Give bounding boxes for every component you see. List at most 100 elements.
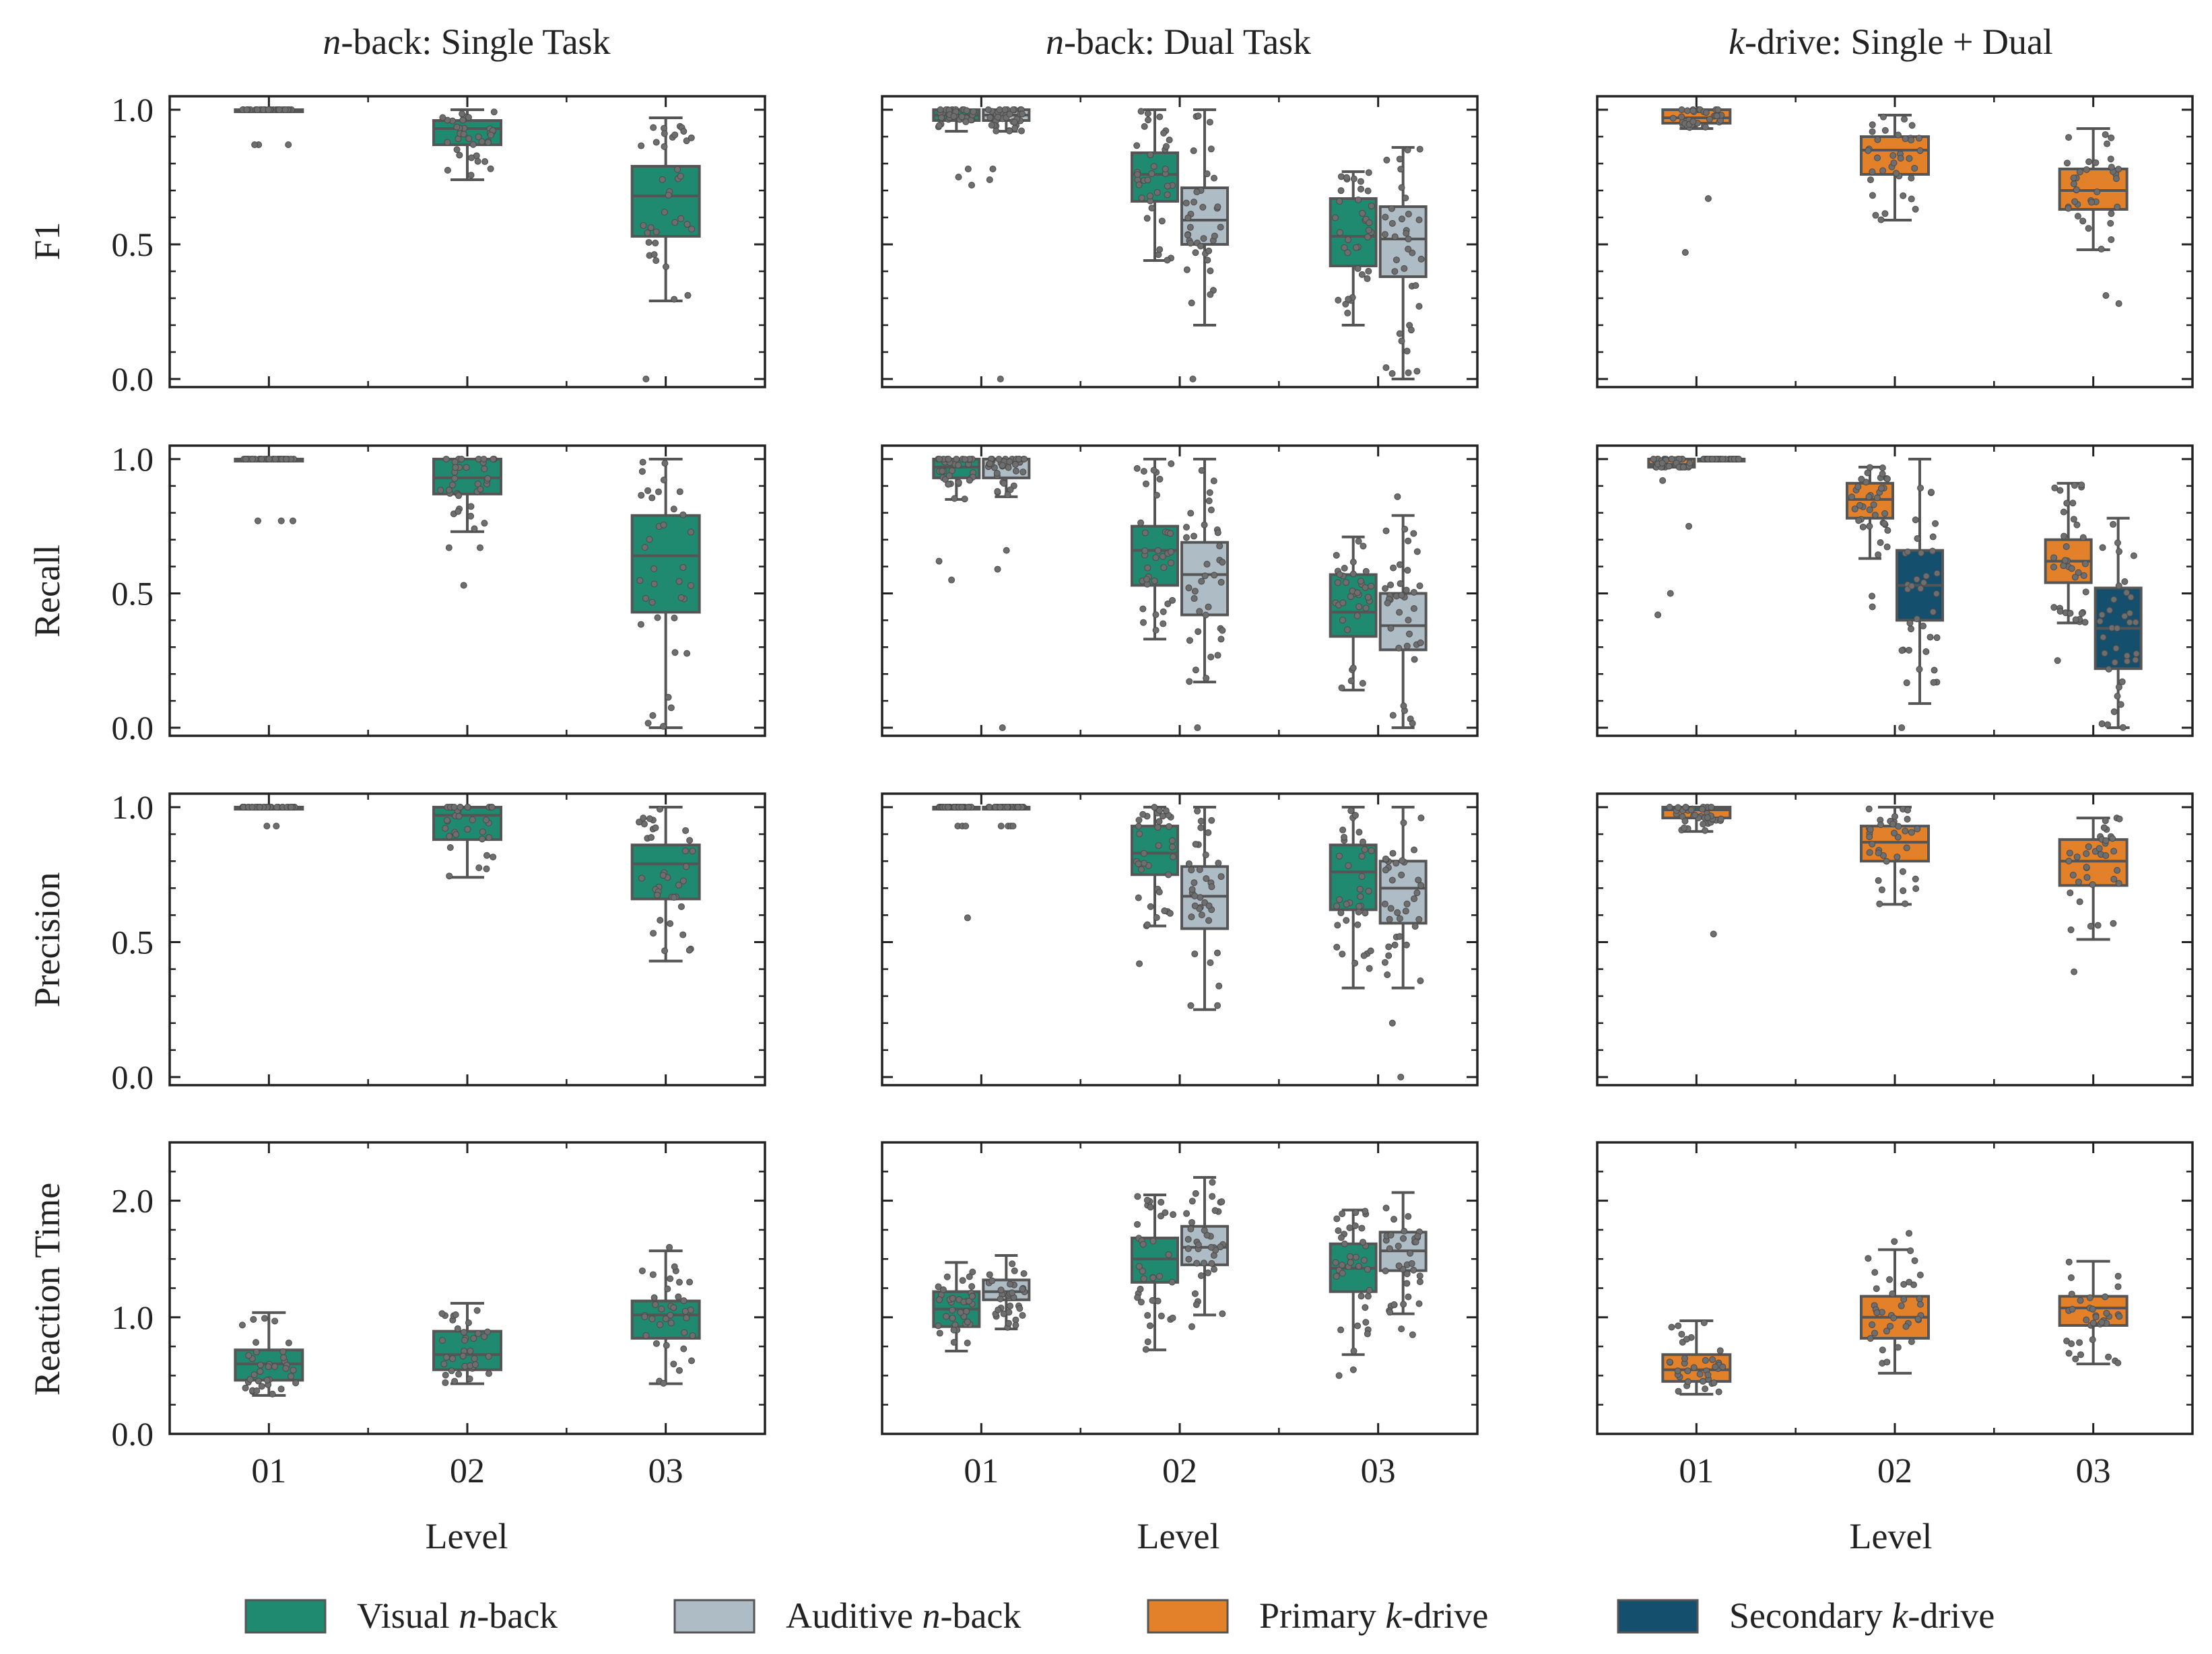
data-point: [658, 1305, 665, 1313]
data-point: [1156, 1272, 1164, 1280]
data-point: [964, 1339, 971, 1346]
data-point: [1364, 1266, 1371, 1273]
data-point: [484, 139, 492, 146]
data-point: [2065, 1350, 2073, 1357]
data-point: [1352, 1253, 1360, 1261]
data-point: [1197, 824, 1205, 831]
data-point: [1362, 909, 1369, 917]
data-point: [1185, 584, 1193, 592]
outlier-point: [1906, 1230, 1913, 1237]
data-point: [1148, 170, 1155, 178]
data-point: [2085, 225, 2092, 232]
data-point: [1869, 121, 1876, 129]
data-point: [1700, 821, 1707, 828]
data-point: [2108, 164, 2115, 171]
data-point: [1390, 564, 1397, 572]
data-point: [1414, 1233, 1421, 1240]
panel-1-1: 0.0 0.5 1.0: [112, 91, 766, 398]
data-point: [670, 1304, 677, 1311]
data-point: [661, 947, 669, 955]
data-point: [1203, 170, 1211, 178]
data-point: [1135, 817, 1143, 824]
data-point: [1143, 576, 1151, 583]
data-point: [1198, 467, 1205, 474]
data-point: [1665, 462, 1673, 470]
data-point: [656, 806, 663, 813]
data-point: [945, 472, 953, 479]
outlier-point: [1003, 547, 1010, 554]
data-point: [1871, 512, 1879, 519]
data-point: [1400, 1301, 1407, 1308]
data-point: [1415, 1300, 1423, 1307]
data-point: [1218, 1198, 1226, 1206]
data-point: [465, 135, 473, 142]
data-point: [1412, 282, 1419, 289]
box-secondary-k-drive: [2093, 516, 2143, 731]
x-tick-label: 01: [251, 1452, 286, 1490]
data-point: [679, 563, 687, 571]
data-point: [1851, 506, 1858, 513]
data-point: [438, 1310, 446, 1317]
data-point: [467, 503, 475, 510]
data-point: [1864, 469, 1871, 477]
data-point: [1205, 917, 1213, 924]
data-point: [1208, 1260, 1215, 1267]
data-point: [1878, 485, 1885, 492]
data-point: [1009, 106, 1017, 113]
data-point: [445, 487, 453, 494]
data-point: [1188, 300, 1195, 307]
data-point: [1920, 579, 1927, 586]
outlier-point: [1136, 960, 1143, 967]
data-point: [1134, 171, 1141, 178]
data-point: [1912, 516, 1919, 524]
data-point: [448, 481, 456, 489]
data-point: [1396, 561, 1403, 568]
data-point: [1219, 627, 1226, 634]
data-point: [2108, 210, 2115, 217]
data-point: [655, 488, 662, 495]
outlier-point: [935, 557, 943, 565]
data-point: [454, 1325, 461, 1332]
data-point: [661, 460, 669, 467]
data-point: [1387, 905, 1395, 912]
legend-label-primary: Primary k-drive: [1259, 1595, 1488, 1636]
data-point: [1353, 244, 1360, 251]
data-point: [1889, 152, 1897, 160]
data-point: [1355, 538, 1362, 545]
data-point: [1403, 586, 1410, 594]
data-point: [1137, 108, 1145, 115]
panel-3-1: 0.0 0.5 1.0: [112, 788, 766, 1096]
data-point: [1908, 1338, 1915, 1346]
data-point: [965, 1297, 972, 1305]
y-tick-label: 2.0: [112, 1182, 154, 1220]
data-point: [1928, 489, 1935, 496]
data-point: [637, 621, 644, 628]
data-point: [1000, 1310, 1007, 1317]
data-point: [1382, 364, 1390, 372]
data-point: [1402, 195, 1409, 202]
y-tick-label: 0.5: [112, 226, 154, 263]
data-point: [1715, 1388, 1722, 1395]
data-point: [2098, 611, 2106, 619]
data-point: [1382, 527, 1390, 535]
data-point: [935, 122, 943, 129]
data-point: [2111, 658, 2118, 666]
x-tick-label: 03: [2076, 1452, 2111, 1490]
data-point: [684, 291, 692, 299]
data-point: [1197, 1272, 1205, 1279]
data-point: [657, 1321, 664, 1328]
data-point: [1865, 147, 1872, 154]
data-point: [1144, 110, 1151, 117]
data-point: [1156, 806, 1164, 814]
data-point: [639, 458, 646, 466]
data-point: [1170, 853, 1177, 860]
data-point: [1216, 543, 1224, 550]
data-point: [1008, 1289, 1015, 1297]
row-label-f1: F1: [27, 221, 67, 260]
data-point: [1366, 219, 1373, 226]
data-point: [958, 113, 966, 120]
data-point: [1158, 1198, 1165, 1206]
data-point: [1152, 611, 1160, 619]
data-point: [1011, 118, 1018, 126]
data-point: [1137, 1285, 1144, 1293]
